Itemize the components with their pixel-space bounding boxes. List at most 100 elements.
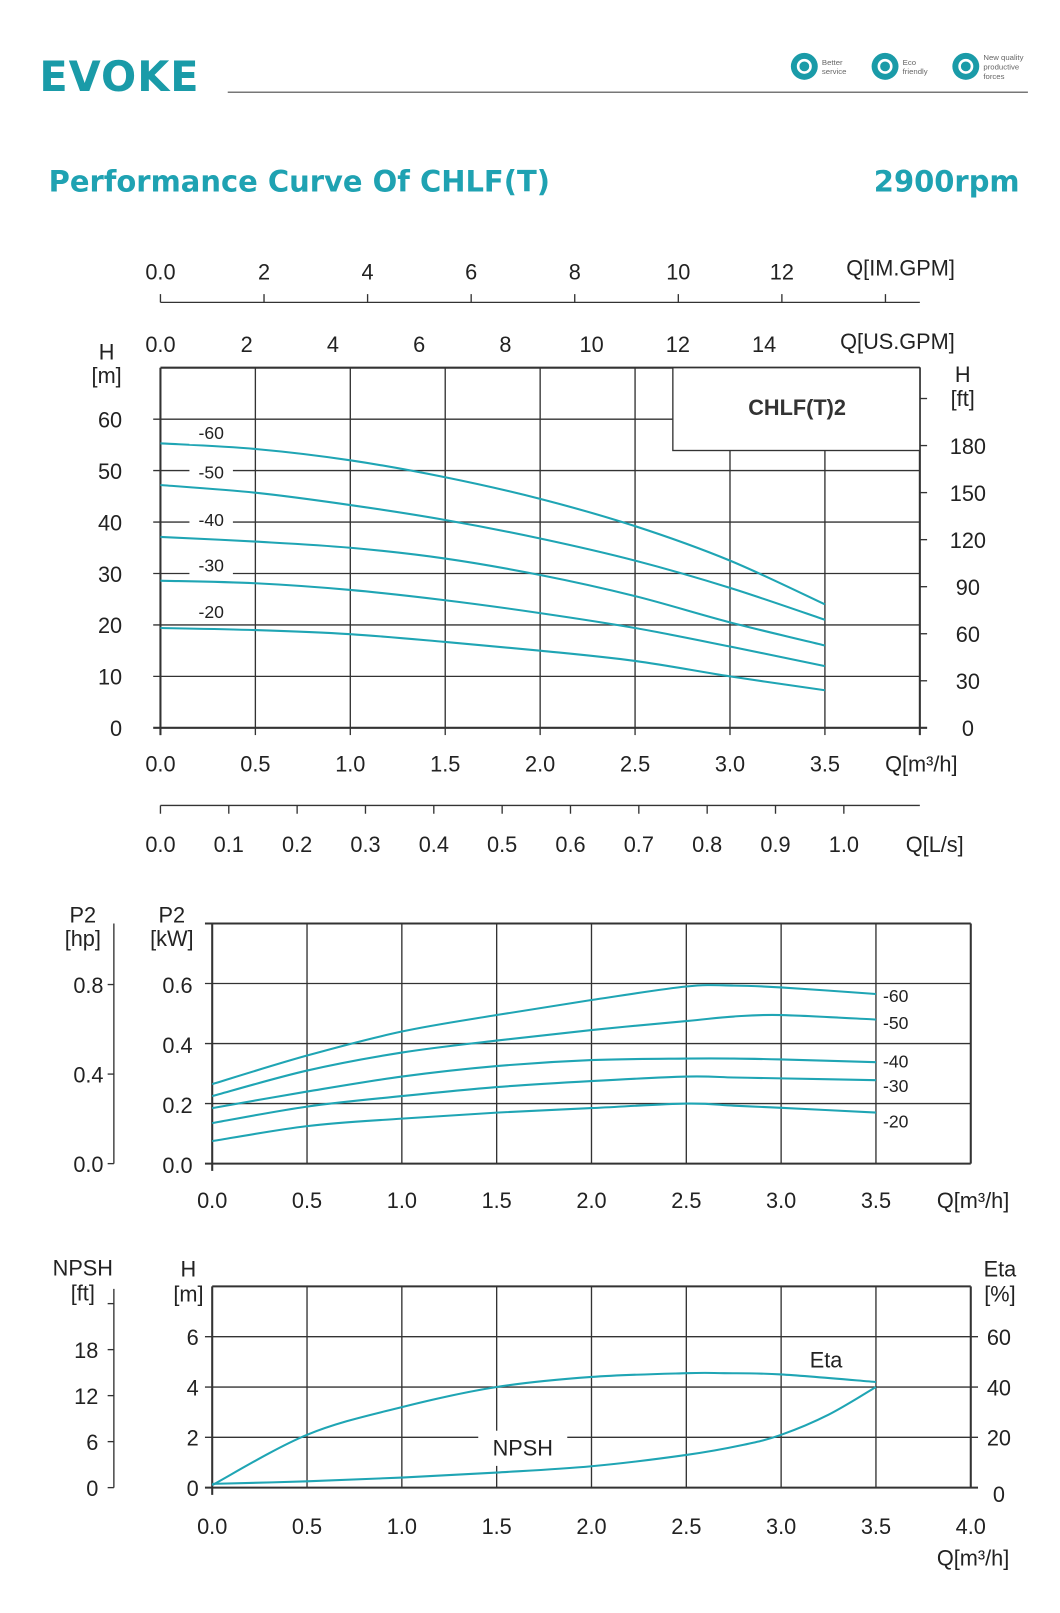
eta-curve-label: Eta <box>810 1348 844 1373</box>
model-label: CHLF(T)2 <box>748 395 846 420</box>
x-tick-label: 1.5 <box>430 751 460 776</box>
eta-axis-unit: [%] <box>984 1281 1015 1306</box>
usgpm-tick-label: 8 <box>499 332 511 357</box>
usgpm-tick-label: 10 <box>580 332 604 357</box>
hp-axis-label: P2 <box>70 902 97 927</box>
ft-tick-label: 30 <box>956 669 980 694</box>
badge-label: New quality <box>983 53 1023 62</box>
y-axis-label: H <box>99 339 115 364</box>
person-service-icon-glyph <box>796 58 812 74</box>
ls-tick-label: 0.2 <box>282 832 312 857</box>
y-tick-label: 10 <box>98 665 122 690</box>
x-tick-label: 3.5 <box>810 751 840 776</box>
x-tick-label: 0.5 <box>292 1514 322 1539</box>
x-tick-label: 2.5 <box>671 1188 701 1213</box>
x-tick-label: 2.0 <box>576 1188 606 1213</box>
h-axis-label: H <box>181 1256 197 1281</box>
hp-axis-unit: [hp] <box>65 926 101 951</box>
h-axis-unit: [m] <box>173 1281 203 1306</box>
badge-label: friendly <box>903 67 928 76</box>
y-axis-unit: [m] <box>92 363 122 388</box>
x-axis-label: Q[m³/h] <box>937 1188 1009 1213</box>
x-tick-label: 2.0 <box>525 751 555 776</box>
ft-tick-label: 60 <box>956 622 980 647</box>
ls-tick-label: 0.9 <box>760 832 790 857</box>
usgpm-tick-label: 4 <box>327 332 339 357</box>
gear-icon-glyph <box>958 58 974 74</box>
ls-tick-label: 0.7 <box>624 832 654 857</box>
page-title: Performance Curve Of CHLF(T) <box>49 165 550 199</box>
model-box <box>672 367 921 452</box>
imgpm-tick-label: 10 <box>666 260 690 285</box>
ls-tick-label: 0.0 <box>145 832 175 857</box>
power-curve-minus50 <box>211 1013 876 1098</box>
curve-label-bg <box>189 422 233 445</box>
npsh-eta-chart: 0.0 0.5 1.0 1.5 2.0 2.5 3.0 3.5 4.0Q[m³/h]0246H[… <box>53 1255 1018 1570</box>
usgpm-tick-label: 14 <box>752 332 776 357</box>
kw-axis-unit: [kW] <box>150 926 193 951</box>
x-tick-label: 0.5 <box>240 751 270 776</box>
ft-axis-label: H <box>955 362 971 387</box>
ft-axis-unit: [ft] <box>951 386 975 411</box>
badge-label: productive <box>983 62 1019 71</box>
x-tick-label: 3.5 <box>861 1188 891 1213</box>
x-tick-label: 3.0 <box>766 1514 796 1539</box>
badge-label: Eco <box>903 58 916 67</box>
ft-tick-label: 150 <box>950 481 986 506</box>
ft-tick-label: 120 <box>950 528 986 553</box>
power-curve-chart: 0.0 0.5 1.0 1.5 2.0 2.5 3.0 3.5 Q[m³/h] 0.0 0.2 0.4… <box>65 902 1010 1213</box>
x-tick-label: 0.0 <box>197 1188 227 1213</box>
hp-tick-label: 0.0 <box>73 1152 103 1177</box>
x-axis-label: Q[m³/h] <box>937 1545 1009 1570</box>
npsh-ft-tick-label: 0 <box>86 1476 98 1501</box>
curve-label: -20 <box>198 602 224 622</box>
y-tick-label: 60 <box>98 407 122 432</box>
x-tick-label: 3.0 <box>766 1188 796 1213</box>
curve-minus30 <box>160 579 826 668</box>
ls-tick-label: 0.4 <box>419 832 449 857</box>
curve-label: -50 <box>883 1013 909 1033</box>
x-tick-label: 1.5 <box>482 1188 512 1213</box>
npsh-ft-tick-label: 6 <box>86 1430 98 1455</box>
curve-label: -50 <box>198 462 224 482</box>
power-curve-minus40 <box>212 1057 876 1110</box>
curve-minus20 <box>160 626 826 692</box>
eco-leaf-icon-glyph <box>877 58 893 74</box>
ls-tick-label: 0.6 <box>555 832 585 857</box>
curve-label: -40 <box>883 1051 909 1071</box>
usgpm-tick-label: 12 <box>666 332 690 357</box>
h-tick-label: 0 <box>187 1476 199 1501</box>
badge-label: forces <box>983 72 1004 81</box>
evoke-logo: EVOKE <box>39 53 199 101</box>
x-axis-label: Q[m³/h] <box>885 751 957 776</box>
hp-tick-label: 0.8 <box>73 973 103 998</box>
eco-leaf-icon <box>871 52 899 80</box>
ls-tick-label: 0.5 <box>487 832 517 857</box>
npsh-ft-tick-label: 12 <box>74 1384 98 1409</box>
head-curve-chart: 0.0 0.5 1.0 1.5 2.0 2.5 3.0 3.5 Q[m³/h]010203040… <box>92 255 986 857</box>
x-tick-label: 1.0 <box>387 1514 417 1539</box>
power-curve-minus30 <box>212 1075 876 1125</box>
ls-tick-label: 0.1 <box>214 832 244 857</box>
imgpm-tick-label: 6 <box>465 260 477 285</box>
y-tick-label: 20 <box>98 613 122 638</box>
ls-tick-label: 1.0 <box>829 832 859 857</box>
eta-tick-label: 60 <box>987 1325 1011 1350</box>
curve-label: -60 <box>198 423 224 443</box>
curve-label: -30 <box>198 556 224 576</box>
y-tick-label: 0 <box>110 716 122 741</box>
x-tick-label: 2.0 <box>576 1514 606 1539</box>
y-tick-label: 40 <box>98 510 122 535</box>
npsh-ft-tick-label: 18 <box>74 1338 98 1363</box>
curve-minus50 <box>160 483 826 621</box>
x-tick-label: 1.0 <box>387 1188 417 1213</box>
npsh-ft-axis-label: NPSH <box>53 1255 113 1280</box>
imgpm-tick-label: 0.0 <box>145 260 175 285</box>
ft-tick-label: 0 <box>962 716 974 741</box>
